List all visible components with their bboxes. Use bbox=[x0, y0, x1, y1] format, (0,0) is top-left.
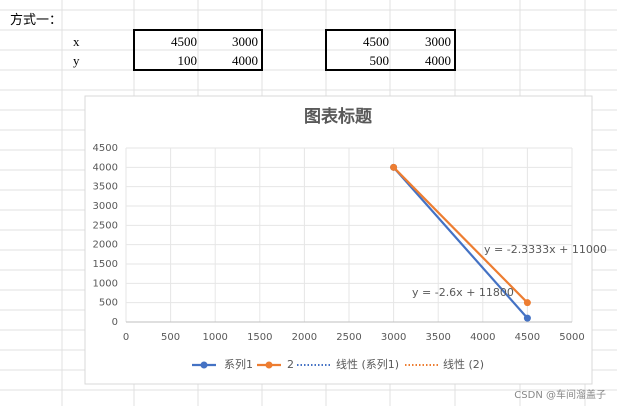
legend-label: 线性 (2) bbox=[443, 357, 484, 371]
point bbox=[390, 163, 398, 171]
point bbox=[523, 299, 531, 307]
series-line bbox=[392, 166, 529, 319]
y-tick-label: 2500 bbox=[93, 220, 118, 231]
x-tick-label: 1500 bbox=[247, 332, 272, 343]
x-tick-label: 5000 bbox=[559, 332, 584, 343]
cell-value: 4000 bbox=[425, 53, 451, 68]
legend-swatch bbox=[200, 361, 208, 369]
x-tick-label: 4500 bbox=[515, 332, 540, 343]
x-tick-label: 3000 bbox=[381, 332, 406, 343]
x-tick-label: 500 bbox=[161, 332, 180, 343]
y-tick-label: 500 bbox=[99, 298, 118, 309]
y-tick-label: 3500 bbox=[93, 182, 118, 193]
cell-value: 4500 bbox=[363, 34, 389, 49]
cell-value: 100 bbox=[178, 53, 198, 68]
y-tick-label: 2000 bbox=[93, 240, 118, 251]
y-tick-label: 4500 bbox=[93, 143, 118, 154]
watermark: CSDN @车间溜盖子 bbox=[514, 388, 606, 401]
chart-title: 图表标题 bbox=[304, 106, 373, 127]
cell-value: 3000 bbox=[232, 34, 258, 49]
cell-value: 3000 bbox=[425, 34, 451, 49]
row-label: x bbox=[73, 34, 80, 49]
x-tick-label: 2000 bbox=[292, 332, 317, 343]
y-tick-label: 1000 bbox=[93, 278, 118, 289]
y-tick-label: 0 bbox=[112, 317, 118, 328]
x-tick-label: 3500 bbox=[425, 332, 450, 343]
x-tick-label: 2500 bbox=[336, 332, 361, 343]
table-border bbox=[325, 29, 456, 71]
y-tick-label: 1500 bbox=[93, 259, 118, 270]
cell-value: 4000 bbox=[232, 53, 258, 68]
x-tick-label: 4000 bbox=[470, 332, 495, 343]
trendline-equation: y = -2.6x + 11800 bbox=[412, 286, 514, 299]
trendline-equation: y = -2.3333x + 11000 bbox=[484, 243, 607, 256]
chart-area bbox=[84, 95, 593, 385]
y-tick-label: 4000 bbox=[93, 162, 118, 173]
cell-value: 500 bbox=[370, 53, 390, 68]
table-border bbox=[133, 29, 263, 71]
cell-value: 4500 bbox=[171, 34, 197, 49]
series-line bbox=[392, 166, 529, 304]
legend-label: 2 bbox=[287, 358, 294, 371]
legend-label: 线性 (系列1) bbox=[336, 357, 399, 371]
x-tick-label: 0 bbox=[123, 332, 129, 343]
legend-swatch bbox=[265, 361, 273, 369]
y-tick-label: 3000 bbox=[93, 201, 118, 212]
x-tick-label: 1000 bbox=[202, 332, 227, 343]
sheet-title: 方式一： bbox=[10, 12, 62, 27]
legend-label: 系列1 bbox=[224, 357, 253, 371]
row-label: y bbox=[73, 53, 80, 68]
point bbox=[523, 314, 531, 322]
